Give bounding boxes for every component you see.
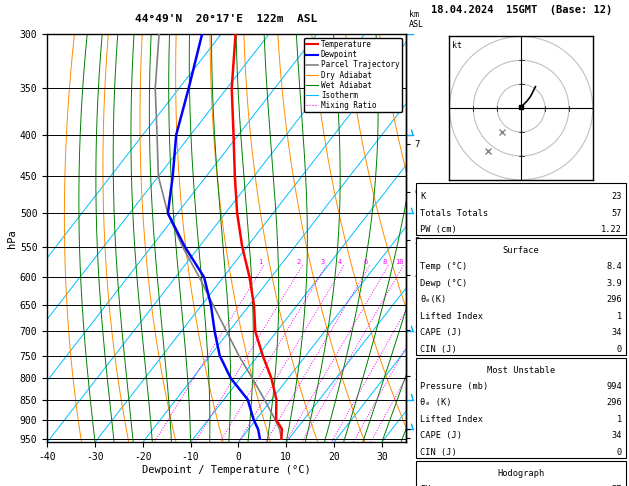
Text: Dewp (°C): Dewp (°C): [420, 279, 467, 288]
Text: 6: 6: [364, 259, 368, 265]
Y-axis label: hPa: hPa: [7, 229, 17, 247]
Text: Temp (°C): Temp (°C): [420, 262, 467, 271]
Text: 34: 34: [611, 432, 622, 440]
Text: θₑ(K): θₑ(K): [420, 295, 447, 304]
Text: 27: 27: [611, 485, 622, 486]
Text: PW (cm): PW (cm): [420, 226, 457, 234]
Text: Surface: Surface: [503, 246, 540, 255]
Text: 23: 23: [611, 192, 622, 201]
Text: 2: 2: [297, 259, 301, 265]
Text: 1: 1: [258, 259, 262, 265]
Text: 0: 0: [617, 345, 622, 354]
Text: Lifted Index: Lifted Index: [420, 312, 483, 321]
Text: 34: 34: [611, 329, 622, 337]
Legend: Temperature, Dewpoint, Parcel Trajectory, Dry Adiabat, Wet Adiabat, Isotherm, Mi: Temperature, Dewpoint, Parcel Trajectory…: [304, 38, 402, 112]
Text: Pressure (mb): Pressure (mb): [420, 382, 489, 391]
Text: 18.04.2024  15GMT  (Base: 12): 18.04.2024 15GMT (Base: 12): [430, 4, 612, 15]
Text: 3.9: 3.9: [606, 279, 622, 288]
X-axis label: Dewpoint / Temperature (°C): Dewpoint / Temperature (°C): [142, 465, 311, 475]
Text: EH: EH: [420, 485, 431, 486]
Text: 3: 3: [321, 259, 325, 265]
Text: 1: 1: [617, 312, 622, 321]
Text: 8: 8: [382, 259, 387, 265]
Text: 57: 57: [611, 209, 622, 218]
Text: 994: 994: [606, 382, 622, 391]
Text: θₑ (K): θₑ (K): [420, 399, 452, 407]
Text: © weatheronline.co.uk: © weatheronline.co.uk: [472, 469, 570, 479]
Text: 296: 296: [606, 399, 622, 407]
Text: Most Unstable: Most Unstable: [487, 365, 555, 375]
Text: CAPE (J): CAPE (J): [420, 432, 462, 440]
Text: CIN (J): CIN (J): [420, 448, 457, 457]
Text: kt: kt: [452, 41, 462, 50]
Text: 296: 296: [606, 295, 622, 304]
Text: Hodograph: Hodograph: [498, 469, 545, 478]
Text: K: K: [420, 192, 425, 201]
Text: Lifted Index: Lifted Index: [420, 415, 483, 424]
Text: CAPE (J): CAPE (J): [420, 329, 462, 337]
Text: Totals Totals: Totals Totals: [420, 209, 489, 218]
Text: 8.4: 8.4: [606, 262, 622, 271]
Text: km
ASL: km ASL: [409, 10, 424, 29]
Text: 4: 4: [338, 259, 342, 265]
Text: 0: 0: [617, 448, 622, 457]
Text: 44°49'N  20°17'E  122m  ASL: 44°49'N 20°17'E 122m ASL: [135, 14, 318, 24]
Text: CIN (J): CIN (J): [420, 345, 457, 354]
Text: 1: 1: [617, 415, 622, 424]
Text: 1.22: 1.22: [601, 226, 622, 234]
Text: 10: 10: [396, 259, 404, 265]
